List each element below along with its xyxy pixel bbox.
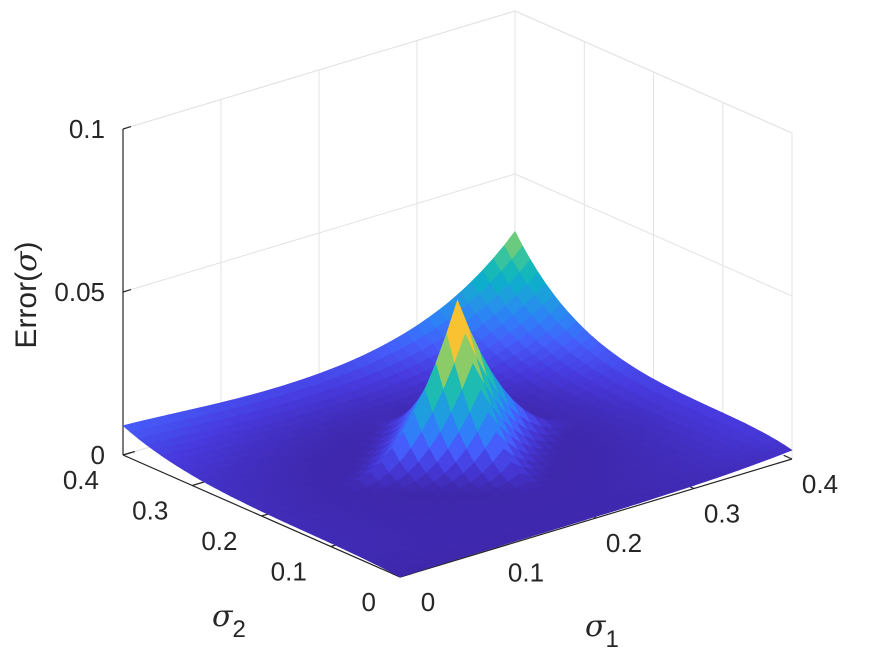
y-axis-label: σ2	[212, 599, 246, 643]
surface-layer	[122, 230, 793, 578]
y-tick-label: 0.1	[271, 557, 307, 587]
x-tick-mark	[783, 454, 793, 460]
z-tick-label: 0.05	[54, 277, 105, 307]
y-tick-label: 0	[362, 587, 376, 617]
z-tick-mark	[122, 289, 132, 293]
surface-patch	[391, 569, 412, 578]
y-axis-label-symbol: σ	[212, 599, 234, 634]
x-tick-label: 0.1	[508, 558, 544, 588]
y-tick-label: 0.2	[201, 526, 237, 556]
z-axis-label: Error(σ)	[9, 241, 44, 348]
x-axis-label: σ1	[585, 609, 619, 653]
z-tick-mark	[122, 126, 132, 130]
x-axis-label-subscript: 1	[605, 626, 618, 653]
x-axis-label-symbol: σ	[585, 609, 607, 644]
y-tick-label: 0.4	[63, 465, 99, 495]
z-axis-label-suffix: )	[10, 241, 43, 251]
box-edge-top-back	[122, 10, 516, 130]
y-tick-label: 0.3	[132, 496, 168, 526]
box-edge-top-side	[514, 10, 793, 134]
x-tick-label: 0.3	[704, 499, 740, 529]
z-axis-label-prefix: Error(	[10, 272, 43, 349]
x-tick-label: 0.4	[802, 469, 838, 499]
y-axis-label-subscript: 2	[232, 616, 245, 643]
z-tick-mark	[122, 452, 132, 456]
z-tick-label: 0.1	[69, 114, 105, 144]
x-tick-label: 0	[421, 587, 435, 617]
y-tick-mark	[192, 481, 205, 487]
x-tick-label: 0.2	[606, 528, 642, 558]
z-gridline-side-wall	[514, 173, 793, 297]
z-gridline-back-wall	[122, 173, 516, 293]
z-tick-label: 0	[91, 440, 105, 470]
z-axis-label-symbol: σ	[9, 250, 44, 272]
tick-label-layer: 00.10.20.30.400.10.20.30.400.050.1	[54, 114, 838, 617]
